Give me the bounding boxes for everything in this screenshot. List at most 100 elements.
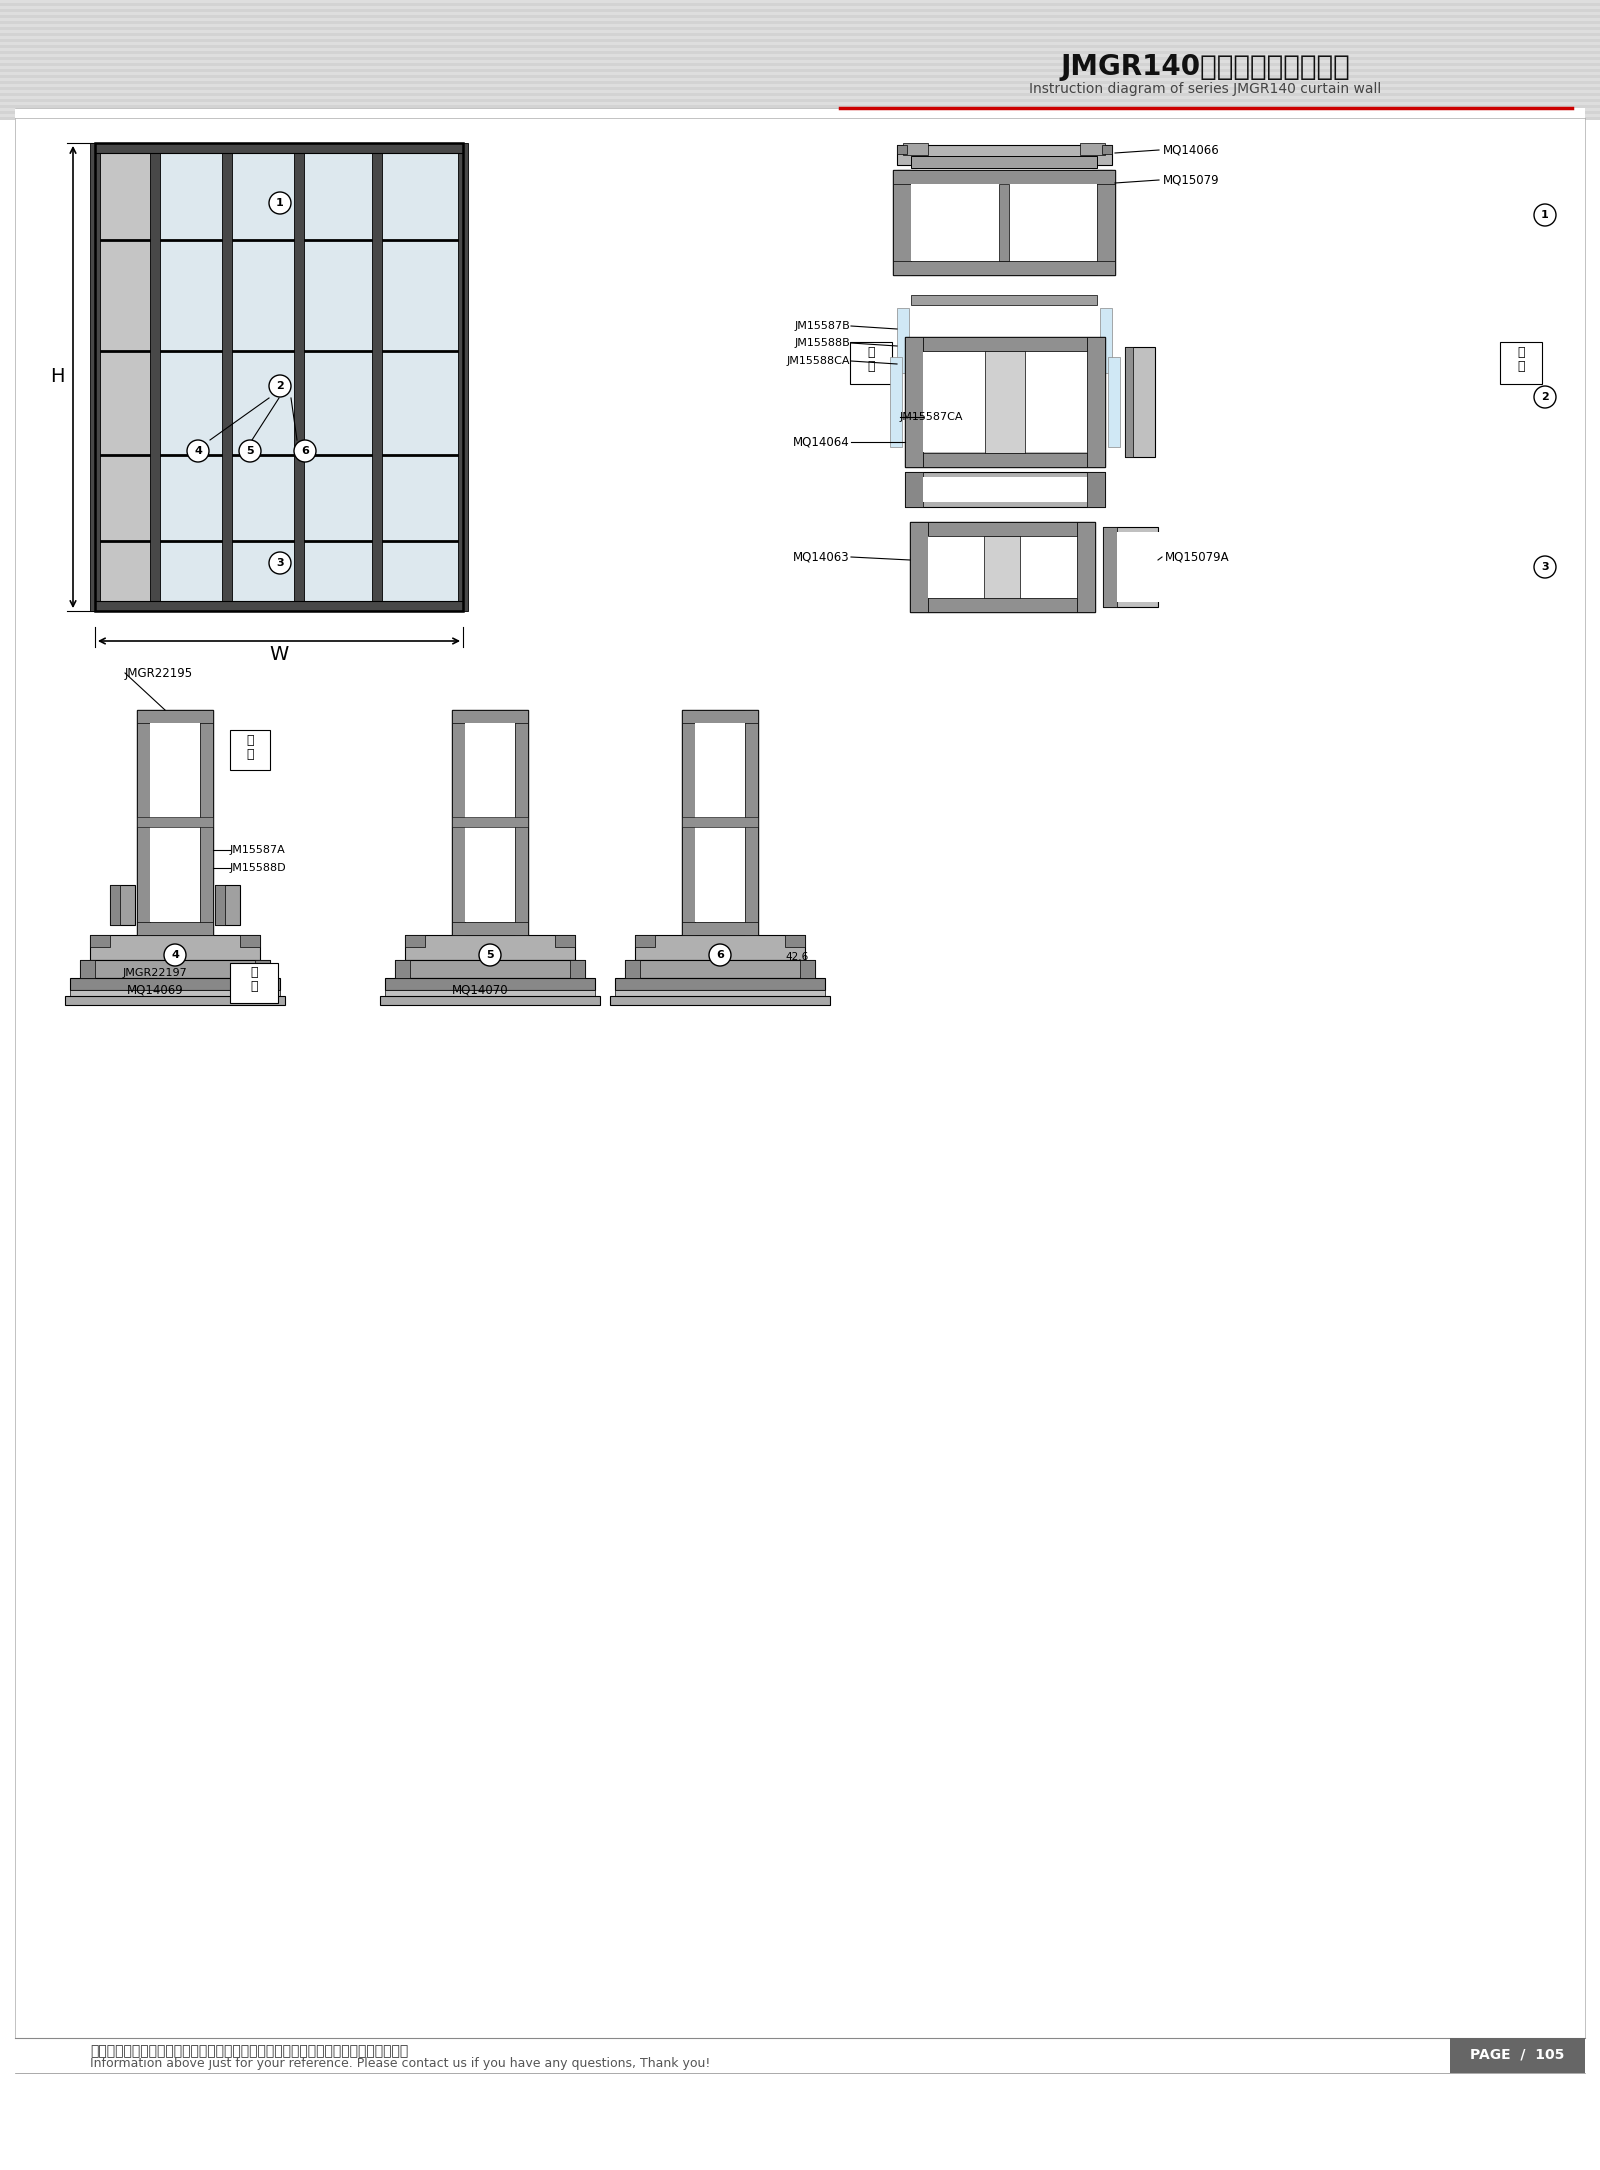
- Circle shape: [478, 944, 501, 966]
- Bar: [0, 80, 1600, 85]
- Bar: [0, 117, 1600, 119]
- Bar: [0, 87, 1600, 89]
- Bar: [626, 959, 640, 979]
- Bar: [1102, 527, 1117, 608]
- Text: Information above just for your reference. Please contact us if you have any que: Information above just for your referenc…: [90, 2057, 710, 2070]
- Bar: [0, 102, 1600, 104]
- Bar: [453, 710, 528, 935]
- Bar: [0, 65, 1600, 69]
- Text: 2: 2: [1541, 393, 1549, 401]
- Bar: [0, 61, 1600, 63]
- Text: 图中所示型材截面、装配、编号、尺寸及重量仅供参考。如有疑问，请向本公司查询。: 图中所示型材截面、装配、编号、尺寸及重量仅供参考。如有疑问，请向本公司查询。: [90, 2044, 408, 2057]
- Bar: [405, 935, 426, 946]
- Bar: [0, 63, 1600, 65]
- Text: W: W: [269, 644, 288, 664]
- Circle shape: [1534, 556, 1555, 577]
- Bar: [1086, 473, 1106, 508]
- Bar: [0, 26, 1600, 30]
- Bar: [626, 959, 814, 979]
- Bar: [0, 100, 1600, 102]
- Text: JM15588D: JM15588D: [230, 864, 286, 872]
- Bar: [150, 143, 160, 612]
- Bar: [0, 24, 1600, 26]
- Bar: [138, 710, 213, 723]
- Bar: [910, 523, 1094, 612]
- Bar: [381, 996, 600, 1005]
- Bar: [0, 78, 1600, 80]
- Bar: [453, 816, 528, 827]
- Bar: [694, 723, 746, 922]
- Text: H: H: [50, 367, 64, 386]
- Bar: [928, 536, 1077, 599]
- Text: 5: 5: [486, 950, 494, 959]
- Bar: [1125, 347, 1155, 458]
- Bar: [910, 156, 1098, 167]
- Bar: [453, 710, 528, 723]
- Bar: [0, 93, 1600, 95]
- Bar: [240, 935, 259, 946]
- Bar: [80, 959, 94, 979]
- Bar: [466, 723, 515, 922]
- Bar: [90, 143, 99, 612]
- Bar: [110, 885, 120, 924]
- Bar: [90, 935, 259, 959]
- Bar: [614, 990, 826, 996]
- Bar: [0, 108, 1600, 111]
- Bar: [458, 143, 467, 612]
- Text: Instruction diagram of series JMGR140 curtain wall: Instruction diagram of series JMGR140 cu…: [1029, 82, 1381, 95]
- Bar: [150, 723, 200, 922]
- Text: MQ15079: MQ15079: [1163, 174, 1219, 187]
- Text: MQ14070: MQ14070: [451, 983, 509, 996]
- Bar: [155, 143, 227, 612]
- Bar: [138, 710, 213, 935]
- Bar: [0, 95, 1600, 100]
- Bar: [0, 72, 1600, 76]
- Bar: [682, 710, 758, 723]
- Bar: [746, 710, 758, 935]
- Bar: [1086, 336, 1106, 467]
- Bar: [0, 37, 1600, 39]
- Circle shape: [294, 441, 317, 462]
- Text: 4: 4: [194, 447, 202, 456]
- Text: 6: 6: [301, 447, 309, 456]
- Text: 6: 6: [717, 950, 723, 959]
- Text: JM15588B: JM15588B: [794, 339, 850, 347]
- Bar: [378, 143, 462, 612]
- Bar: [890, 358, 902, 447]
- Bar: [614, 979, 826, 990]
- Bar: [893, 169, 1115, 184]
- Bar: [138, 922, 213, 935]
- Bar: [254, 959, 270, 979]
- Bar: [850, 343, 893, 384]
- Bar: [898, 145, 1112, 165]
- Bar: [230, 729, 270, 770]
- Circle shape: [165, 944, 186, 966]
- Bar: [682, 710, 758, 935]
- Bar: [1450, 2038, 1586, 2072]
- Circle shape: [1534, 204, 1555, 226]
- Bar: [1077, 523, 1094, 612]
- Text: 室
内: 室 内: [867, 345, 875, 373]
- Bar: [70, 990, 280, 996]
- Text: JM15587A: JM15587A: [230, 844, 286, 855]
- Bar: [893, 260, 1115, 276]
- Bar: [555, 935, 574, 946]
- Bar: [0, 9, 1600, 13]
- Bar: [923, 477, 1086, 501]
- Bar: [94, 143, 462, 154]
- Bar: [80, 959, 270, 979]
- Bar: [371, 143, 382, 612]
- Text: PAGE  /  105: PAGE / 105: [1470, 2048, 1565, 2062]
- Bar: [94, 143, 462, 612]
- Bar: [1098, 169, 1115, 276]
- Circle shape: [1534, 386, 1555, 408]
- Text: 室
外: 室 外: [1517, 345, 1525, 373]
- Bar: [800, 959, 814, 979]
- Bar: [0, 111, 1600, 115]
- Text: 5: 5: [246, 447, 254, 456]
- Bar: [200, 710, 213, 935]
- Bar: [0, 69, 1600, 72]
- Text: 4: 4: [171, 950, 179, 959]
- Bar: [635, 935, 805, 959]
- Text: 3: 3: [277, 558, 283, 569]
